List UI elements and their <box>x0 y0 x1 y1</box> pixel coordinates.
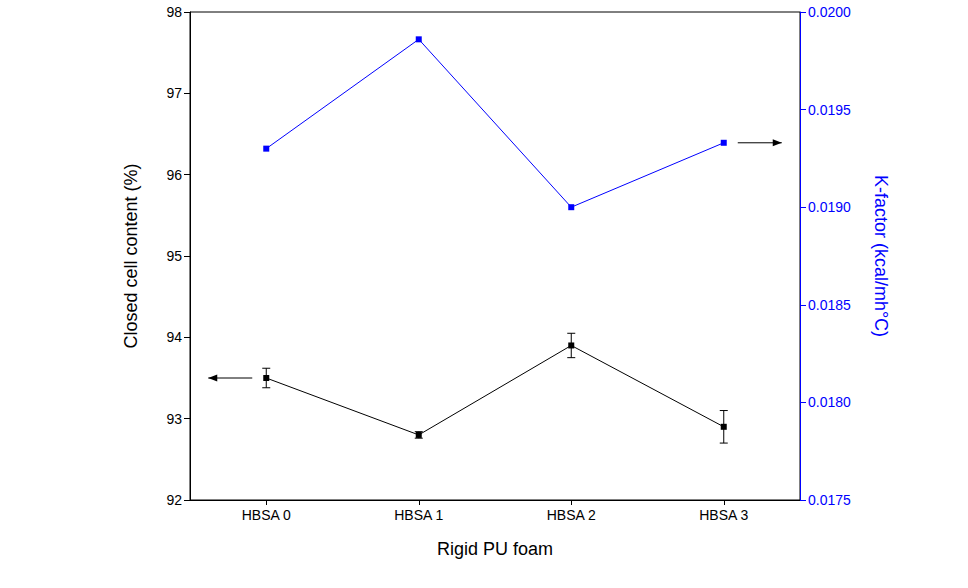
svg-text:0.0175: 0.0175 <box>808 492 851 508</box>
svg-text:98: 98 <box>166 4 182 20</box>
svg-text:Rigid PU foam: Rigid PU foam <box>437 539 553 559</box>
svg-text:HBSA 3: HBSA 3 <box>699 507 748 523</box>
svg-text:HBSA 0: HBSA 0 <box>242 507 291 523</box>
svg-text:0.0190: 0.0190 <box>808 199 851 215</box>
svg-text:0.0180: 0.0180 <box>808 394 851 410</box>
svg-text:HBSA 2: HBSA 2 <box>547 507 596 523</box>
svg-text:0.0200: 0.0200 <box>808 4 851 20</box>
svg-text:95: 95 <box>166 248 182 264</box>
svg-text:HBSA 1: HBSA 1 <box>394 507 443 523</box>
svg-text:K-factor (kcal/mh°C): K-factor (kcal/mh°C) <box>871 175 891 337</box>
svg-text:97: 97 <box>166 85 182 101</box>
svg-text:94: 94 <box>166 329 182 345</box>
svg-text:96: 96 <box>166 167 182 183</box>
svg-text:93: 93 <box>166 411 182 427</box>
svg-text:0.0185: 0.0185 <box>808 297 851 313</box>
svg-text:Closed cell content (%): Closed cell content (%) <box>121 163 141 348</box>
svg-text:92: 92 <box>166 492 182 508</box>
svg-text:0.0195: 0.0195 <box>808 102 851 118</box>
